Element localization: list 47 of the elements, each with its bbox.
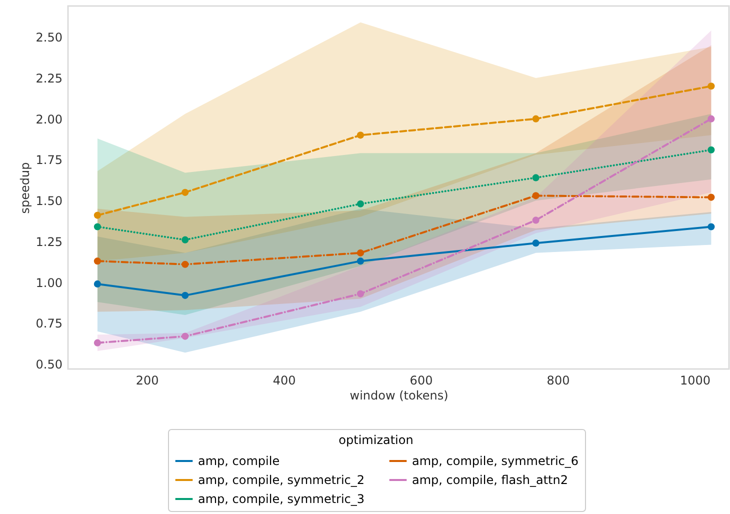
point (182, 332, 189, 340)
x-tick-label: 600 (410, 374, 433, 388)
point (356, 290, 364, 298)
point (356, 249, 364, 256)
point (182, 292, 189, 299)
point (182, 236, 189, 244)
point (94, 223, 101, 230)
point (708, 82, 715, 90)
x-tick-label: 800 (546, 374, 570, 388)
legend-title: optimization (338, 433, 414, 447)
point (708, 223, 715, 230)
y-axis-title: speedup (18, 162, 32, 214)
y-tick-label: 2.50 (36, 30, 62, 45)
legend-label: amp, compile, symmetric_3 (198, 492, 365, 506)
point (532, 192, 540, 200)
y-tick-label: 2.00 (36, 112, 62, 126)
point (708, 115, 715, 122)
y-tick-label: 2.25 (36, 71, 62, 86)
point (356, 200, 364, 208)
point (532, 115, 540, 122)
x-tick-label: 200 (136, 374, 159, 388)
y-tick-label: 1.75 (36, 153, 62, 168)
point (708, 146, 715, 154)
point (532, 216, 540, 224)
y-tick-label: 0.75 (36, 316, 62, 331)
y-tick-label: 1.25 (36, 234, 62, 249)
y-tick-label: 1.50 (36, 194, 62, 208)
point (182, 188, 189, 196)
point (94, 339, 101, 346)
legend-label: amp, compile, flash_attn2 (412, 473, 568, 487)
point (532, 240, 540, 247)
point (94, 212, 101, 219)
legend-label: amp, compile (198, 454, 280, 468)
y-tick-label: 0.50 (36, 358, 62, 372)
point (94, 258, 101, 265)
point (182, 260, 189, 268)
legend-label: amp, compile, symmetric_6 (412, 454, 579, 468)
legend-label: amp, compile, symmetric_2 (198, 473, 365, 487)
x-axis-title: window (tokens) (350, 388, 448, 402)
x-tick-label: 1000 (680, 374, 711, 388)
point (94, 280, 101, 288)
y-tick-label: 1.00 (36, 276, 62, 290)
x-tick-label: 400 (272, 374, 296, 388)
point (708, 194, 715, 201)
point (356, 258, 364, 265)
point (532, 174, 540, 182)
point (356, 132, 364, 139)
